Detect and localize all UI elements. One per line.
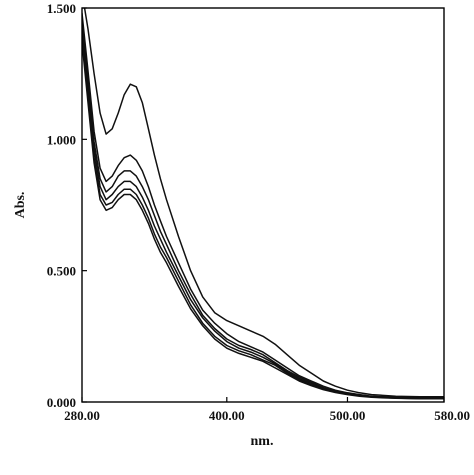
y-tick-label: 1.500 (47, 1, 76, 16)
spectrum-line-2 (82, 12, 444, 399)
spectrum-line-3 (82, 23, 444, 399)
spectrum-line-6 (82, 41, 444, 400)
y-axis-title: Abs. (13, 192, 28, 219)
x-tick-label: 400.00 (209, 408, 245, 423)
x-tick-label: 580.00 (434, 408, 470, 423)
tick-label-layer: 280.00 400.00 500.00 580.00 0.000 0.500 1.000 1… (47, 1, 470, 423)
x-tick-label: 280.00 (64, 408, 100, 423)
spectrum-line-5 (82, 36, 444, 400)
y-tick-label: 0.000 (47, 395, 76, 410)
x-tick-label: 500.00 (330, 408, 366, 423)
spectrum-line-1 (83, 8, 444, 398)
x-axis-title: nm. (251, 434, 274, 449)
series-layer (82, 8, 444, 400)
y-tick-label: 0.500 (47, 264, 76, 279)
y-tick-label: 1.000 (47, 132, 76, 147)
tick-layer (81, 7, 445, 403)
plot-frame (81, 7, 445, 403)
